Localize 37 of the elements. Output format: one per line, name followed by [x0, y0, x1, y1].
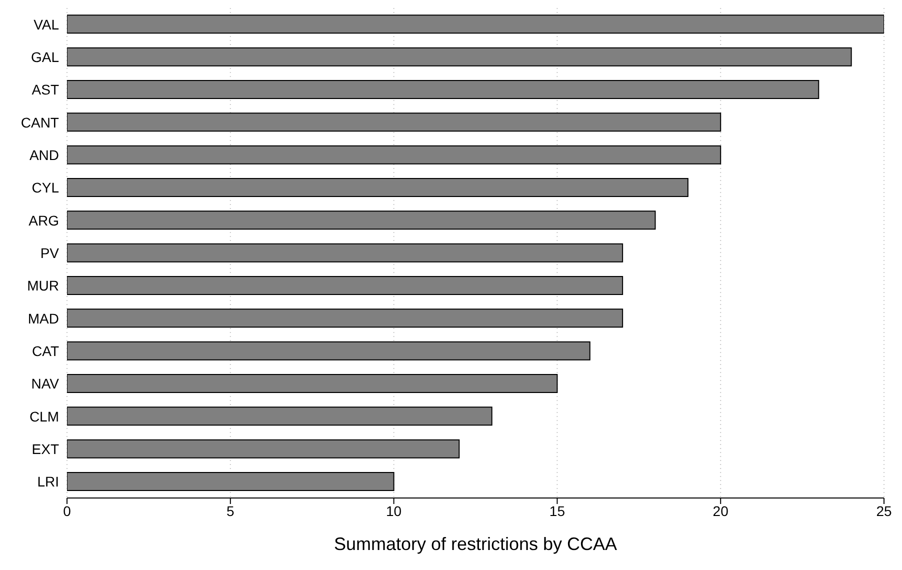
y-tick-label: AND [29, 146, 59, 163]
y-tick-label: MAD [28, 310, 59, 326]
x-axis-title: Summatory of restrictions by CCAA [334, 534, 618, 554]
bar [67, 439, 460, 458]
bar [67, 276, 624, 296]
y-tick-label: LRI [37, 474, 59, 490]
bar [67, 178, 688, 198]
y-tick-label: MUR [27, 278, 59, 294]
bar [67, 406, 492, 426]
y-tick-label: CYL [32, 180, 60, 196]
bar [67, 47, 852, 66]
y-tick-label: ARG [28, 212, 59, 228]
y-tick-label: PV [40, 244, 60, 261]
bar [67, 210, 656, 230]
y-tick-label: NAV [31, 376, 60, 392]
bar [67, 14, 884, 34]
x-tick-label: 5 [226, 502, 234, 519]
bar [67, 374, 558, 394]
y-tick-label: CAT [32, 342, 60, 359]
x-tick-label: 20 [712, 502, 729, 519]
x-tick-label: 15 [549, 502, 566, 519]
y-tick-label: VAL [34, 16, 60, 32]
y-tick-label: CANT [20, 114, 60, 130]
x-tick-label: 10 [386, 502, 402, 519]
bar [67, 472, 394, 492]
y-tick-label: EXT [32, 440, 60, 457]
bar [67, 341, 590, 360]
y-tick-label: GAL [30, 48, 60, 65]
bar [67, 243, 624, 262]
x-tick-label: 25 [876, 502, 892, 519]
bar [67, 112, 722, 132]
y-tick-label: AST [32, 82, 60, 98]
y-tick-label: CLM [29, 408, 59, 424]
x-tick-label: 0 [63, 502, 72, 519]
bar [67, 145, 722, 164]
bar [67, 80, 820, 100]
bar [67, 308, 624, 328]
